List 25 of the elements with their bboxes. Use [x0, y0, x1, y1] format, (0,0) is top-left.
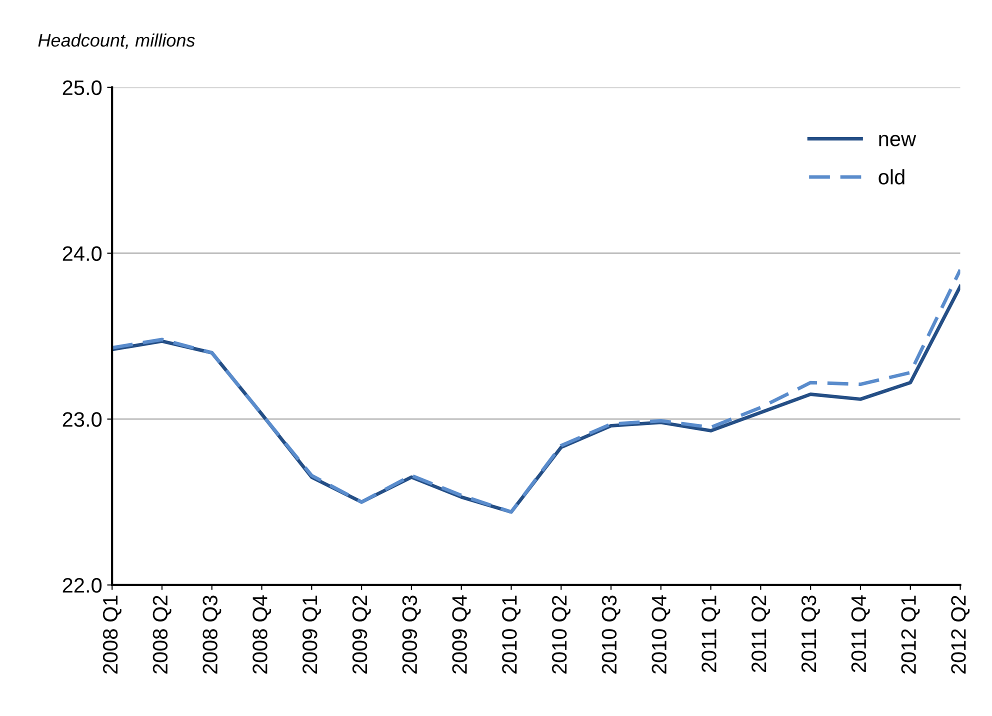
- legend-label: old: [878, 169, 904, 184]
- y-tick-label: 24.0: [62, 246, 102, 261]
- x-tick-label: 2010 Q4: [652, 595, 670, 674]
- x-tick-label: 2011 Q3: [801, 596, 820, 672]
- x-tick-label: 2011 Q4: [851, 595, 870, 672]
- x-tick-label: 2008 Q1: [102, 596, 122, 674]
- x-tick-label: 2008 Q4: [252, 595, 272, 674]
- x-tick-label: 2009 Q3: [402, 596, 421, 674]
- x-tick-label: 2010 Q3: [602, 596, 620, 674]
- x-tick-label: 2010 Q2: [552, 596, 570, 674]
- x-tick-label: 2012 Q2: [951, 596, 970, 674]
- x-tick-label: 2009 Q4: [452, 595, 471, 674]
- x-tick-label: 2008 Q2: [152, 596, 172, 674]
- y-tick-label: 25.0: [62, 80, 102, 96]
- y-tick-label: 23.0: [62, 412, 102, 427]
- x-tick-label: 2011 Q2: [752, 596, 770, 672]
- legend-label: new: [879, 134, 916, 146]
- x-tick-label: 2011 Q1: [702, 596, 720, 672]
- x-tick-label: 2009 Q2: [352, 596, 371, 674]
- y-axis-title: Headcount, millions: [38, 33, 195, 49]
- x-tick-label: 2009 Q1: [302, 596, 321, 674]
- x-tick-label: 2012 Q1: [901, 596, 920, 674]
- x-tick-label: 2008 Q3: [202, 596, 222, 674]
- y-tick-label: 22.0: [62, 578, 102, 593]
- x-tick-label: 2010 Q1: [502, 596, 521, 674]
